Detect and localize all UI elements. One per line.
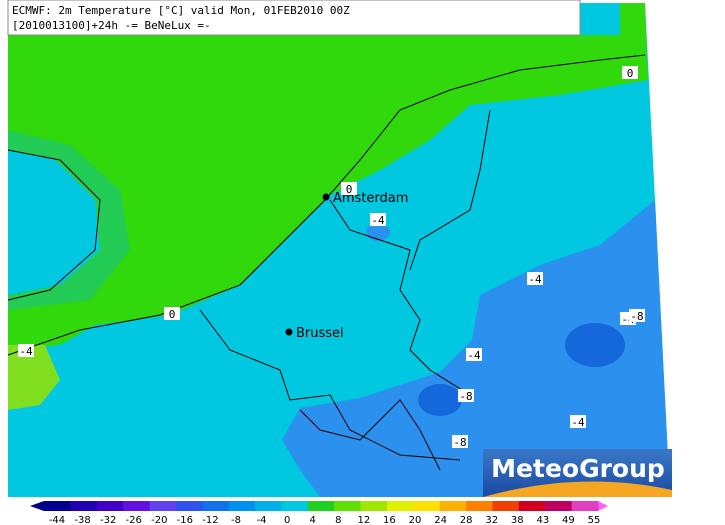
header-subtitle: [2010013100]+24h -= BeNeLux =- — [12, 19, 211, 32]
colorbar-segment — [439, 501, 467, 511]
colorbar-segment — [413, 501, 441, 511]
header-title: ECMWF: 2m Temperature [°C] valid Mon, 01… — [12, 4, 350, 17]
colorbar-arrow — [598, 501, 608, 511]
colorbar-segment — [571, 501, 599, 511]
contour-label-bg — [570, 415, 586, 428]
colorbar-label: 43 — [536, 515, 549, 525]
city-label: Brussel — [296, 326, 344, 341]
colorbar-segment — [149, 501, 177, 511]
colorbar-segment — [466, 501, 493, 511]
colorbar-label: -38 — [74, 515, 90, 525]
city-dot — [285, 328, 293, 336]
colorbar-label: 32 — [485, 515, 498, 525]
contour-label-bg — [452, 435, 468, 448]
sea-warm — [8, 3, 648, 350]
contour-label: -4 — [19, 345, 33, 358]
colorbar-segment — [44, 501, 71, 511]
contour-label: -4 — [571, 416, 585, 429]
colorbar-label: 20 — [409, 515, 422, 525]
colorbar-segment — [360, 501, 388, 511]
colorbar-segment — [228, 501, 256, 511]
colorbar-label: 0 — [284, 515, 290, 525]
colorbar-segment — [175, 501, 203, 511]
contour-label-bg — [466, 348, 482, 361]
contour-label: -8 — [453, 436, 466, 449]
borders — [7, 54, 646, 471]
colorbar-label: -32 — [100, 515, 116, 525]
contour-label-bg — [341, 182, 357, 195]
header-box — [7, 0, 581, 36]
colorbar-segment — [281, 501, 309, 511]
contour-label-bg — [629, 309, 645, 322]
england — [8, 150, 100, 295]
cold-patch — [366, 223, 390, 241]
contour-label: 0 — [346, 183, 353, 196]
colorbar-segment — [334, 501, 362, 511]
colorbar-segment — [492, 501, 520, 511]
colorbar-segment — [96, 501, 124, 511]
colorbar-segment — [202, 501, 230, 511]
colorbar-arrow — [30, 501, 44, 511]
colorbar-label: -20 — [151, 515, 167, 525]
warm-patch — [8, 345, 60, 410]
logo-text: MeteoGroup — [491, 454, 665, 483]
contour-label: -8 — [630, 310, 643, 323]
colorbar-segment — [307, 501, 335, 511]
colorbar-label: -16 — [177, 515, 193, 525]
contour-label-bg — [527, 272, 543, 285]
colorbar-label: -4 — [257, 515, 267, 525]
contour-label: 0 — [169, 308, 176, 321]
contour-label-bg — [18, 344, 34, 357]
colorbar-label: 24 — [434, 515, 447, 525]
colorbar-segment — [518, 501, 546, 511]
colorbar-segment — [545, 501, 573, 511]
colorbar-label: 4 — [310, 515, 316, 525]
contour-label-bg — [370, 213, 386, 226]
colorbar-label: -26 — [126, 515, 142, 525]
colorbar-label: -12 — [202, 515, 218, 525]
colorbar-segment — [386, 501, 414, 511]
colorbar-label: 16 — [383, 515, 396, 525]
colorbar-label: -8 — [231, 515, 241, 525]
colorbar-segment — [255, 501, 282, 511]
contour-label: -4 — [528, 273, 542, 286]
cold-patch — [565, 323, 625, 367]
colorbar-segment — [123, 501, 151, 511]
contour-label: -4 — [371, 214, 385, 227]
city-dot — [322, 193, 330, 201]
contour-label: -4 — [467, 349, 481, 362]
colorbar-segment — [70, 501, 98, 511]
contour-label-bg — [622, 66, 638, 79]
colorbar-label: 8 — [335, 515, 341, 525]
colorbar-label: 12 — [357, 515, 370, 525]
contour-label-bg — [458, 389, 474, 402]
contour-label: 0 — [627, 67, 634, 80]
colorbar-label: 49 — [562, 515, 575, 525]
contour-label-bg — [164, 307, 180, 320]
cold-patch — [418, 384, 462, 416]
contour-label: -8 — [459, 390, 472, 403]
colorbar-label: 38 — [511, 515, 524, 525]
colorbar-label: -44 — [49, 515, 65, 525]
logo-arc — [483, 481, 672, 497]
colorbar-label: 55 — [588, 515, 601, 525]
colorbar-label: 28 — [460, 515, 473, 525]
